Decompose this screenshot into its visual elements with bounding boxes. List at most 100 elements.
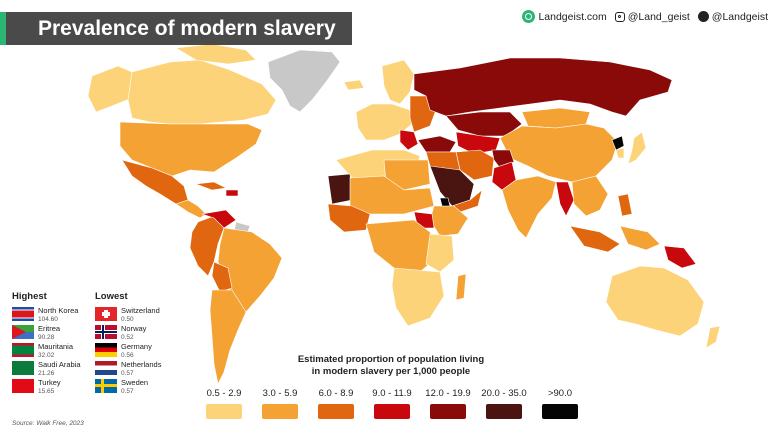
- legend-label: 20.0 - 35.0: [481, 388, 527, 399]
- source-note: Source: Walk Free, 2023: [12, 420, 84, 427]
- list-item: North Korea 104.60: [12, 307, 102, 325]
- region-turkey: [417, 135, 457, 153]
- country-value: 104.60: [38, 316, 58, 323]
- region-north-korea: [611, 135, 625, 151]
- legend-item: >90.0: [532, 388, 588, 419]
- globe-icon: [522, 10, 536, 23]
- germany-flag-icon: [95, 343, 117, 357]
- region-india: [501, 175, 557, 239]
- twitter-handle: @Landgeist: [711, 10, 768, 23]
- region-iceland: [343, 79, 365, 91]
- lowest-heading: Lowest: [95, 291, 128, 302]
- region-venezuela: [201, 209, 237, 229]
- region-eritrea: [439, 197, 451, 207]
- region-russia: [413, 57, 673, 117]
- region-mauritania: [327, 173, 353, 205]
- country-value: 0.50: [121, 316, 134, 323]
- turkey-flag-icon: [12, 379, 34, 393]
- region-new-zealand: [705, 325, 721, 349]
- region-southern-africa: [391, 267, 445, 327]
- region-indonesia-west: [569, 225, 621, 253]
- list-item: Saudi Arabia 21.26: [12, 361, 102, 379]
- list-item: Switzerland 0.50: [95, 307, 185, 325]
- country-name: Saudi Arabia: [38, 360, 81, 369]
- country-name: Sweden: [121, 378, 149, 387]
- legend-title-line1: Estimated proportion of population livin…: [297, 354, 485, 365]
- region-west-africa: [327, 203, 371, 233]
- country-name: Germany: [121, 342, 152, 351]
- country-value: 21.26: [38, 370, 55, 377]
- country-name: North Korea: [38, 306, 79, 315]
- lowest-list: Lowest Switzerland 0.50 Norway 0.52 German…: [95, 291, 185, 397]
- country-name: Eritrea: [38, 324, 61, 333]
- twitter-link[interactable]: @Landgeist: [697, 10, 768, 23]
- region-balkans: [399, 129, 419, 151]
- region-scandinavia: [381, 59, 415, 105]
- highest-list: Highest North Korea 104.60 Eritrea 90.28 M…: [12, 291, 102, 397]
- legend-item: 6.0 - 8.9: [308, 388, 364, 419]
- list-item: Eritrea 90.28: [12, 325, 102, 343]
- legend-item: 0.5 - 2.9: [196, 388, 252, 419]
- region-madagascar: [455, 273, 467, 301]
- legend-item: 3.0 - 5.9: [252, 388, 308, 419]
- region-argentina-chile: [209, 289, 247, 385]
- saudi-arabia-flag-icon: [12, 361, 34, 375]
- legend-swatch: [206, 404, 242, 419]
- country-value: 15.65: [38, 388, 55, 395]
- website-label: Landgeist.com: [538, 10, 607, 23]
- legend-label: >90.0: [547, 388, 573, 399]
- legend-title: Estimated proportion of population livin…: [280, 354, 502, 378]
- region-south-korea: [615, 147, 625, 159]
- region-china: [499, 123, 619, 183]
- region-papua-new-guinea: [663, 245, 697, 269]
- region-brazil: [217, 227, 283, 313]
- legend-item: 20.0 - 35.0: [476, 388, 532, 419]
- country-name: Norway: [121, 324, 147, 333]
- legend-label: 3.0 - 5.9: [262, 388, 298, 399]
- legend-swatch: [318, 404, 354, 419]
- region-cuba: [195, 181, 227, 191]
- legend-title-line2: in modern slavery per 1,000 people: [311, 366, 471, 377]
- list-item: Netherlands 0.57: [95, 361, 185, 379]
- netherlands-flag-icon: [95, 361, 117, 375]
- region-philippines: [617, 193, 633, 217]
- region-hispaniola: [225, 189, 239, 197]
- instagram-handle: @Land_geist: [627, 10, 690, 23]
- region-alaska: [87, 65, 133, 113]
- list-item: Norway 0.52: [95, 325, 185, 343]
- highest-heading: Highest: [12, 291, 47, 302]
- norway-flag-icon: [95, 325, 117, 339]
- country-name: Netherlands: [121, 360, 162, 369]
- region-central-america: [175, 199, 207, 219]
- website-link[interactable]: Landgeist.com: [522, 10, 607, 23]
- region-greenland: [267, 49, 341, 113]
- region-kazakhstan: [445, 111, 523, 137]
- legend-swatch: [374, 404, 410, 419]
- region-japan: [627, 131, 647, 165]
- switzerland-flag-icon: [95, 307, 117, 321]
- instagram-link[interactable]: @Land_geist: [614, 10, 690, 23]
- instagram-icon: [614, 11, 625, 22]
- legend-item: 9.0 - 11.9: [364, 388, 420, 419]
- country-value: 0.52: [121, 334, 134, 341]
- eritrea-flag-icon: [12, 325, 34, 339]
- region-east-africa: [425, 233, 455, 273]
- list-item: Mauritania 32.02: [12, 343, 102, 361]
- list-item: Germany 0.56: [95, 343, 185, 361]
- country-value: 0.57: [121, 388, 134, 395]
- country-value: 0.57: [121, 370, 134, 377]
- region-western-europe: [355, 103, 413, 141]
- region-bangladesh-myanmar: [555, 181, 575, 217]
- mauritania-flag-icon: [12, 343, 34, 357]
- legend-swatch: [542, 404, 578, 419]
- country-value: 90.28: [38, 334, 55, 341]
- region-canada: [127, 59, 277, 125]
- legend-swatch: [486, 404, 522, 419]
- region-australia: [605, 265, 705, 337]
- list-item: Turkey 15.65: [12, 379, 102, 397]
- list-item: Sweden 0.57: [95, 379, 185, 397]
- region-usa: [119, 121, 263, 177]
- legend-swatch: [262, 404, 298, 419]
- legend-label: 6.0 - 8.9: [318, 388, 354, 399]
- legend-item: 12.0 - 19.9: [420, 388, 476, 419]
